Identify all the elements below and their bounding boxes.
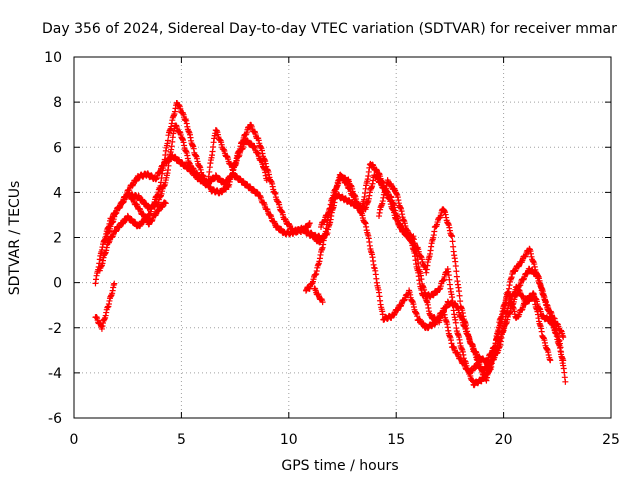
series-A: [92, 280, 118, 332]
data-point: [453, 268, 460, 275]
data-point: [449, 233, 456, 240]
y-tick-label: 8: [53, 95, 62, 111]
data-point: [319, 299, 326, 306]
y-tick-label: 6: [53, 140, 62, 156]
x-tick-label: 0: [70, 432, 79, 448]
series-F: [302, 172, 567, 384]
x-tick-label: 15: [387, 432, 405, 448]
series-E: [124, 190, 169, 228]
y-tick-label: -2: [48, 321, 62, 337]
grid: [74, 57, 611, 418]
data-point: [452, 262, 459, 269]
data-point: [306, 220, 313, 227]
data-point: [452, 319, 459, 326]
y-tick-label: 2: [53, 231, 62, 247]
axis-ticks: 0 5 10 15 20 25 -6 -4 -2 0 2 4 6 8 10: [44, 50, 620, 448]
series-J: [311, 285, 326, 306]
series-C: [96, 99, 270, 274]
x-axis-label: GPS time / hours: [281, 458, 398, 474]
y-tick-label: -6: [48, 411, 62, 427]
data-point: [449, 238, 456, 245]
x-tick-label: 20: [495, 432, 513, 448]
y-tick-label: 0: [53, 276, 62, 292]
data-point: [164, 137, 171, 144]
x-tick-label: 5: [177, 432, 186, 448]
data-points: [92, 99, 569, 389]
x-tick-label: 25: [602, 432, 620, 448]
series-D: [103, 121, 313, 242]
y-tick-label: 4: [53, 185, 62, 201]
y-axis-label: SDTVAR / TECUs: [7, 181, 23, 296]
data-point: [162, 200, 169, 207]
data-point: [457, 298, 464, 305]
chart-title: Day 356 of 2024, Sidereal Day-to-day VTE…: [42, 21, 617, 37]
data-point: [495, 324, 502, 331]
y-tick-label: 10: [44, 50, 62, 66]
data-point: [562, 378, 569, 385]
x-tick-label: 10: [280, 432, 298, 448]
data-point: [111, 280, 118, 287]
data-point: [560, 334, 567, 341]
y-tick-label: -4: [48, 366, 62, 382]
data-point: [547, 357, 554, 364]
series-I: [376, 177, 554, 389]
data-point: [456, 292, 463, 299]
